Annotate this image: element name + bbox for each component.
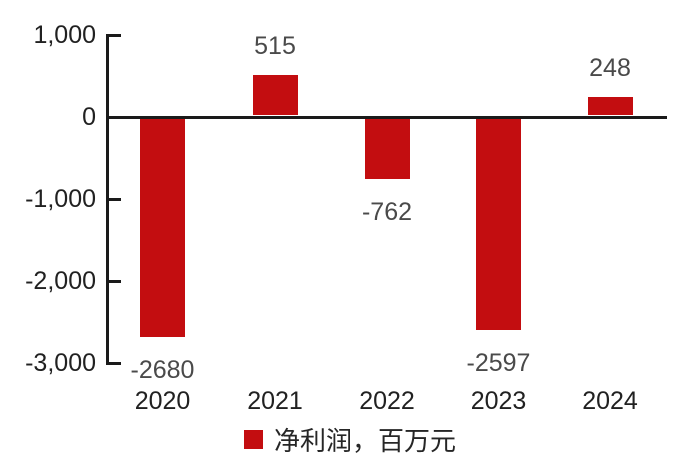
bar-2024 <box>587 96 633 116</box>
legend: 净利润，百万元 <box>0 422 700 456</box>
y-axis-tick-label: 0 <box>82 103 96 131</box>
y-axis-tick <box>109 279 121 283</box>
x-axis-label-2021: 2021 <box>247 387 303 415</box>
legend-swatch-icon <box>243 429 263 449</box>
bar-value-label: -2597 <box>466 348 531 377</box>
x-axis-label-2024: 2024 <box>582 387 638 415</box>
bar-2021 <box>252 74 298 116</box>
bar-2022 <box>364 118 410 180</box>
y-axis-tick-label: -1,000 <box>25 185 96 213</box>
y-axis-tick <box>109 33 121 37</box>
y-axis-tick-label: -2,000 <box>25 267 96 295</box>
bar-2023 <box>476 118 521 330</box>
x-axis-label-2020: 2020 <box>134 387 191 415</box>
x-axis-label-2023: 2023 <box>470 387 527 415</box>
bar-value-label: -2680 <box>130 355 195 384</box>
y-axis-tick-label: -3,000 <box>25 349 96 377</box>
y-axis-line <box>106 33 109 365</box>
legend-label: 净利润，百万元 <box>273 425 456 456</box>
y-axis-tick <box>109 197 121 201</box>
zero-line <box>106 115 667 119</box>
bar-value-label: -762 <box>361 198 413 227</box>
bar-value-label: 248 <box>589 53 631 82</box>
x-axis-label-2022: 2022 <box>359 387 415 415</box>
bar-2020 <box>140 118 185 337</box>
bar-value-label: 515 <box>254 31 296 60</box>
y-axis-tick <box>109 361 121 365</box>
y-axis-tick-label: 1,000 <box>33 21 96 49</box>
